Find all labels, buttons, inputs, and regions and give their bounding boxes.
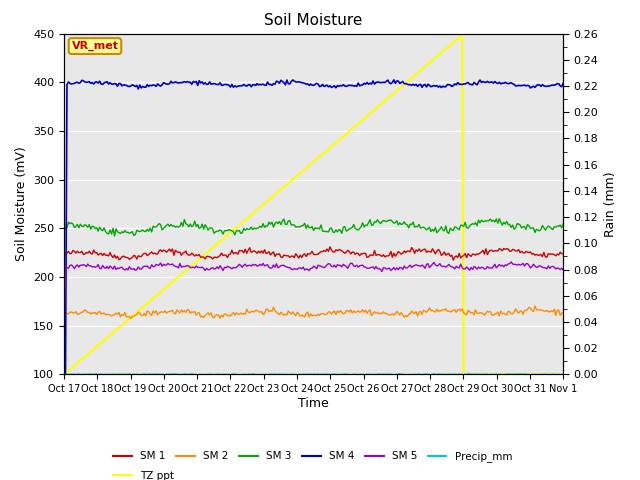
Legend: TZ ppt: TZ ppt bbox=[109, 467, 179, 480]
Y-axis label: Rain (mm): Rain (mm) bbox=[604, 171, 617, 237]
Text: VR_met: VR_met bbox=[72, 41, 118, 51]
Y-axis label: Soil Moisture (mV): Soil Moisture (mV) bbox=[15, 146, 28, 262]
X-axis label: Time: Time bbox=[298, 397, 329, 410]
Title: Soil Moisture: Soil Moisture bbox=[264, 13, 363, 28]
